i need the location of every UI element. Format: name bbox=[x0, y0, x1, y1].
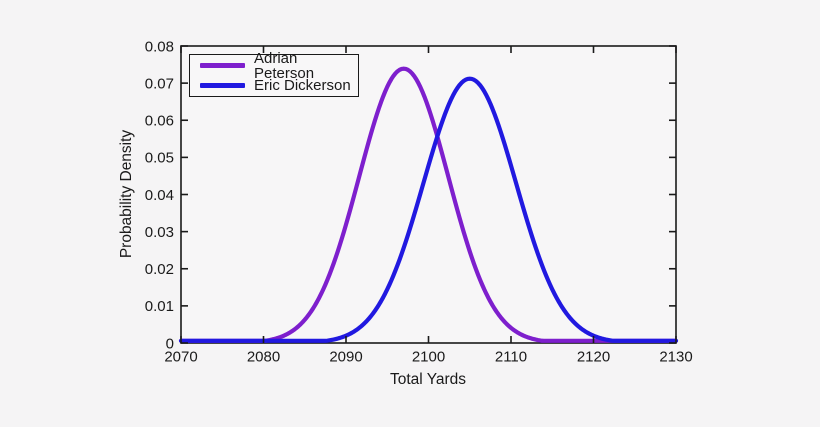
legend-entry-adrian-peterson: Adrian Peterson bbox=[200, 51, 358, 81]
y-tick-label: 0.08 bbox=[145, 38, 174, 55]
legend-label: Eric Dickerson bbox=[254, 76, 351, 94]
y-tick-label: 0.02 bbox=[145, 261, 174, 278]
y-tick-label: 0.04 bbox=[145, 187, 174, 204]
y-tick-label: 0 bbox=[166, 335, 174, 352]
legend-line-swatch bbox=[200, 63, 245, 69]
x-tick-label: 2130 bbox=[659, 348, 692, 365]
x-axis-title: Total Yards bbox=[389, 371, 467, 388]
y-tick-label: 0.03 bbox=[145, 224, 174, 241]
x-tick-label: 2080 bbox=[247, 348, 280, 365]
x-tick-label: 2100 bbox=[412, 348, 445, 365]
x-tick-label: 2090 bbox=[329, 348, 362, 365]
legend-line-swatch bbox=[200, 82, 245, 88]
legend-label: Adrian Peterson bbox=[254, 49, 315, 82]
y-tick-label: 0.01 bbox=[145, 298, 174, 315]
x-tick-label: 2110 bbox=[495, 348, 527, 365]
y-tick-label: 0.05 bbox=[145, 150, 174, 167]
y-axis-title: Probability Density bbox=[118, 129, 135, 259]
x-tick-label: 2070 bbox=[164, 348, 197, 365]
y-tick-label: 0.07 bbox=[145, 75, 174, 92]
y-tick-label: 0.06 bbox=[145, 113, 174, 130]
x-tick-label: 2120 bbox=[577, 348, 610, 365]
legend-entry-eric-dickerson: Eric Dickerson bbox=[200, 76, 358, 95]
legend: Adrian Peterson Eric Dickerson bbox=[189, 51, 359, 97]
